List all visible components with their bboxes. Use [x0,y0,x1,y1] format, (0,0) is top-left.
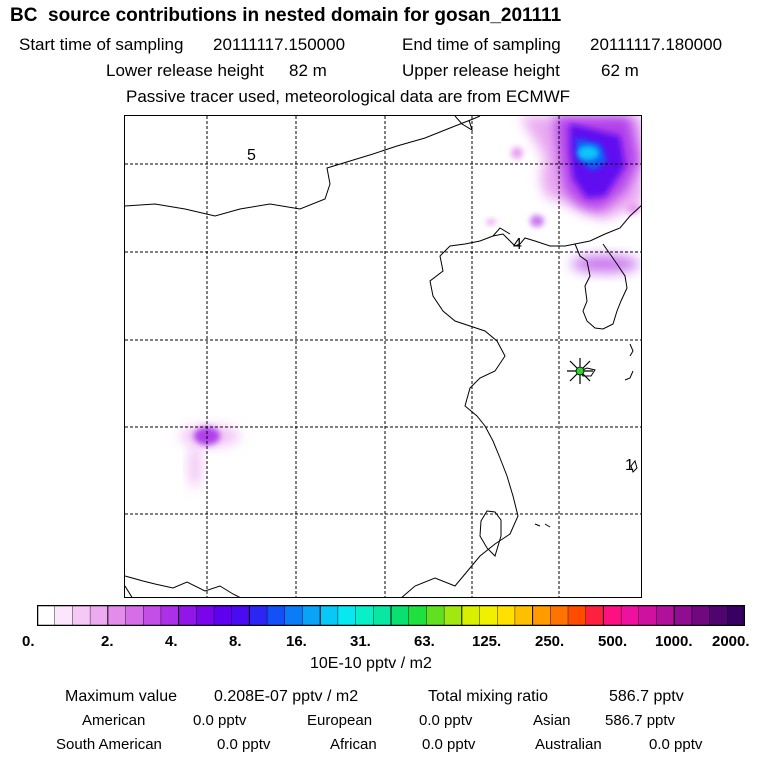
grid-label-1: 1 [625,457,634,474]
colorbar-swatch [426,605,445,626]
colorbar-swatch [178,605,198,626]
colorbar-swatch [408,605,428,626]
colorbar-unit: 10E-10 pptv / m2 [310,655,432,672]
region-name: Australian [535,736,602,753]
region-name: African [330,736,377,753]
colorbar-swatch [656,605,675,626]
colorbar-swatch [497,605,516,626]
colorbar-swatch [638,605,658,626]
colorbar-tick: 4. [165,633,178,650]
grid-label-5: 5 [247,147,256,164]
colorbar-tick: 500. [598,633,628,650]
colorbar-swatch [125,605,144,626]
region-value: 0.0 pptv [649,736,703,753]
upper-release-value: 62 m [601,61,639,80]
colorbar-swatch [602,605,623,626]
colorbar-tick: 0. [22,633,35,650]
colorbar-swatch [248,605,269,626]
colorbar-swatch [709,605,728,626]
colorbar-swatch [461,605,481,626]
colorbar-swatch [585,605,605,626]
colorbar-tick: 63. [414,633,435,650]
end-time-label: End time of sampling [402,35,561,54]
colorbar-swatch [673,605,693,626]
region-value: 586.7 pptv [605,712,676,729]
map-canvas: 5 4 1 [125,116,641,597]
coastlines [125,116,641,597]
colorbar-tick: 2000. [712,633,750,650]
upper-release-label: Upper release height [402,61,560,80]
plume-northeast [486,116,641,273]
region-name: American [82,712,146,729]
tracer-note: Passive tracer used, meteorological data… [126,87,571,106]
colorbar-swatch [337,605,357,626]
colorbar-swatch [319,605,339,626]
colorbar-swatch [550,605,569,626]
colorbar-swatch [355,605,375,626]
region-name: European [307,712,373,729]
colorbar-tick: 1000. [655,633,693,650]
colorbar-swatch [196,605,215,626]
colorbar-swatch [160,605,180,626]
colorbar [37,605,745,626]
map-panel: 5 4 1 [124,115,642,598]
colorbar-tick: 125. [472,633,502,650]
colorbar-swatch [479,605,498,626]
colorbar-swatch [373,605,392,626]
colorbar-tick: 31. [350,633,371,650]
colorbar-swatch [142,605,162,626]
lower-release-label: Lower release height [106,61,264,80]
end-time-value: 20111117.180000 [590,35,723,54]
colorbar-tick: 8. [229,633,242,650]
colorbar-swatch [567,605,587,626]
total-mixing-value: 586.7 pptv [609,688,684,705]
plume-southwest [180,426,240,488]
colorbar-tick: 16. [286,633,307,650]
colorbar-swatch [107,605,127,626]
colorbar-swatch [266,605,286,626]
colorbar-swatch [284,605,304,626]
colorbar-swatch [231,605,251,626]
plot-title: BC source contributions in nested domain… [10,5,562,26]
region-name: Asian [533,712,571,729]
colorbar-swatch [213,605,233,626]
colorbar-swatch [390,605,410,626]
region-value: 0.0 pptv [193,712,247,729]
colorbar-tick: 250. [535,633,565,650]
colorbar-swatch [89,605,109,626]
colorbar-swatch [54,605,74,626]
region-name: South American [56,736,162,753]
max-value-label: Maximum value [65,688,178,705]
lower-release-value: 82 m [289,61,327,80]
colorbar-border [37,605,745,626]
region-value: 0.0 pptv [419,712,473,729]
colorbar-swatch [37,605,56,626]
start-time-value: 20111117.150000 [213,35,346,54]
region-value: 0.0 pptv [422,736,476,753]
start-time-label: Start time of sampling [19,35,184,54]
colorbar-swatch [620,605,640,626]
max-value: 0.208E-07 pptv / m2 [214,688,359,705]
total-mixing-label: Total mixing ratio [428,688,549,705]
colorbar-swatch [727,605,745,626]
colorbar-swatch [691,605,711,626]
receptor-marker-icon [567,358,593,384]
colorbar-swatch [443,605,463,626]
colorbar-swatch [532,605,552,626]
colorbar-swatch [302,605,321,626]
colorbar-swatch [514,605,534,626]
colorbar-swatch [72,605,91,626]
region-value: 0.0 pptv [217,736,271,753]
grid-label-4: 4 [513,236,522,253]
lat-lon-grid [125,116,641,597]
colorbar-tick: 2. [101,633,114,650]
